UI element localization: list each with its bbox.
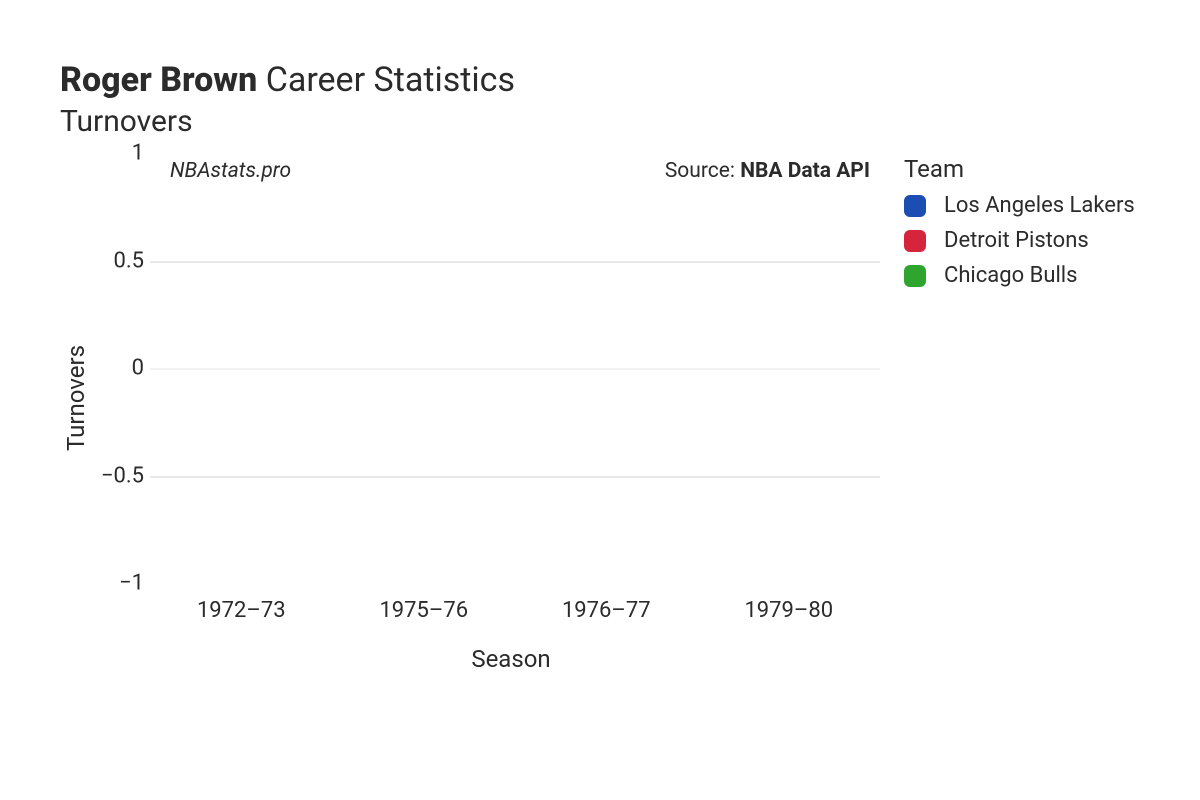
ytick-label: 1 — [132, 141, 144, 166]
gridline-zero — [150, 368, 880, 370]
legend-swatch — [904, 230, 926, 252]
xtick-label: 1975–76 — [379, 598, 468, 623]
plot-wrap: NBAstats.pro Source: NBA Data API 1 0.5 … — [92, 153, 880, 673]
legend-swatch — [904, 265, 926, 287]
source-prefix: Source: — [665, 159, 740, 183]
xtick-label: 1972–73 — [197, 598, 286, 623]
y-axis-label-wrap: Turnovers — [60, 183, 92, 613]
ytick-label: −1 — [119, 571, 144, 596]
legend-label: Detroit Pistons — [944, 228, 1089, 253]
x-axis-label: Season — [471, 645, 550, 673]
legend-label: Los Angeles Lakers — [944, 193, 1135, 218]
y-axis-label: Turnovers — [62, 345, 90, 451]
plot-area: NBAstats.pro Source: NBA Data API 1 0.5 … — [100, 153, 880, 583]
xtick-label: 1976–77 — [562, 598, 651, 623]
x-ticks: 1972–73 1975–76 1976–77 1979–80 — [150, 598, 880, 623]
title-player-name: Roger Brown — [60, 60, 257, 100]
source-attribution: Source: NBA Data API — [665, 159, 870, 183]
title-suffix: Career Statistics — [257, 60, 515, 100]
legend-swatch — [904, 195, 926, 217]
xtick-label: 1979–80 — [744, 598, 833, 623]
legend-item: Chicago Bulls — [904, 263, 1135, 288]
watermark-text: NBAstats.pro — [170, 159, 291, 183]
chart-container: Roger Brown Career Statistics Turnovers … — [0, 0, 1200, 800]
gridline — [150, 261, 880, 263]
ytick-label: 0.5 — [113, 248, 144, 273]
ytick-label: −0.5 — [101, 463, 144, 488]
legend: Team Los Angeles Lakers Detroit Pistons … — [904, 155, 1135, 298]
legend-label: Chicago Bulls — [944, 263, 1078, 288]
chart-subtitle: Turnovers — [60, 104, 1160, 139]
page-title: Roger Brown Career Statistics — [60, 60, 1160, 100]
legend-item: Los Angeles Lakers — [904, 193, 1135, 218]
legend-title: Team — [904, 155, 1135, 183]
ytick-label: 0 — [132, 356, 144, 381]
gridline — [150, 476, 880, 478]
legend-item: Detroit Pistons — [904, 228, 1135, 253]
chart-row: Turnovers NBAstats.pro Source: NBA Data … — [60, 153, 1160, 673]
source-name: NBA Data API — [740, 159, 870, 183]
